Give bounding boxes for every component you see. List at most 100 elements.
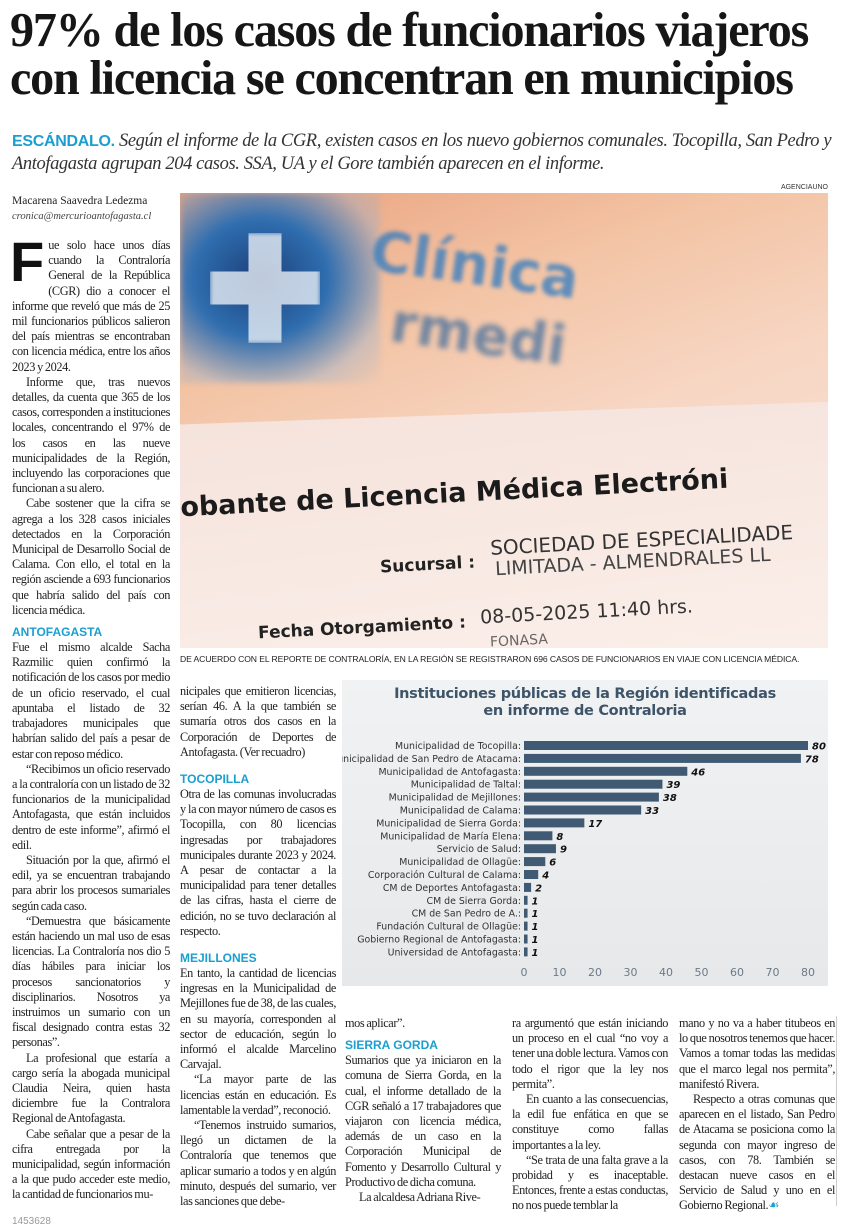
x-tick-label: 40 [659,966,673,979]
drop-cap: F [10,230,45,293]
paragraph: Informe que, tras nuevos detalles, da cu… [12,374,170,496]
photo-lettering: FONASA [489,631,549,648]
data-label: 1 [532,896,539,907]
category-label: Municipalidad de Ollagüe: [399,857,521,868]
paragraph: “Se trata de una falta grave a la probid… [512,1152,668,1213]
section-heading-tocopilla: TOCOPILLA [180,772,250,787]
x-tick-label: 50 [695,966,709,979]
section-heading-antofagasta: ANTOFAGASTA [12,625,103,640]
data-label: 1 [532,935,539,946]
category-label: Corporación Cultural de Calama: [368,870,521,881]
data-label: 33 [645,806,659,817]
category-label: Municipalidad de Mejillones: [389,793,521,804]
article-column-5: mano y no va a haber titubeos en lo que … [679,1016,835,1214]
paragraph: Situación por la que, afirmó el edil, ya… [12,852,170,913]
data-label: 9 [560,845,567,856]
section-heading-sierra-gorda: SIERRA GORDA [345,1038,438,1053]
category-label: Municipalidad de Tocopilla: [395,741,521,752]
byline-author: Macarena Saavedra Ledezma [12,195,148,207]
paragraph: Sumarios que ya iniciaron en la comuna d… [345,1053,501,1189]
paragraph: ue solo hace unos días cuando la Contral… [12,238,170,374]
end-mark-icon: ☙ [768,1198,779,1213]
paragraph: mos aplicar”. [345,1016,405,1030]
paragraph: La profesional que estaría a cargo sería… [12,1050,170,1126]
chart-title-line-1: Instituciones públicas de la Región iden… [394,686,776,702]
bar [524,934,528,944]
data-label: 46 [690,767,705,778]
article-column-4: ra argumentó que están iniciando un proc… [512,1016,668,1214]
data-label: 80 [812,742,826,753]
paragraph: Respecto a otras comunas que aparecen en… [679,1092,835,1214]
data-label: 6 [549,858,556,869]
x-tick-label: 60 [730,966,744,979]
bar-chart: Instituciones públicas de la Región iden… [342,680,828,986]
article-photo: Clínica rmedi obante de Licencia Médica … [180,193,828,648]
paragraph: Cabe señalar que a pesar de la cifra ent… [12,1126,170,1202]
bar [524,741,808,750]
category-label: Municipalidad de Sierra Gorda: [376,818,521,829]
section-heading-mejillones: MEJILLONES [180,951,257,966]
paragraph: Otra de las comunas involucradas y la co… [180,787,336,938]
byline-email[interactable]: cronica@mercurioantofagasta.cl [12,211,152,222]
paragraph: nicipales que emitieron licencias, sería… [180,684,336,759]
category-label: Municipalidad de Calama: [400,806,521,817]
bar [524,870,539,879]
data-label: 17 [588,819,602,830]
bar [524,882,532,892]
data-label: 1 [532,922,539,933]
chart-plot: Municipalidad de Tocopilla: 80 Municipalid… [342,741,826,979]
bar [524,844,556,854]
paragraph: ra argumentó que están iniciando un proc… [512,1016,668,1091]
paragraph: La alcaldesa Adriana Rive- [359,1190,481,1205]
data-label: 78 [805,754,819,765]
deck: ESCÁNDALO. Según el informe de la CGR, e… [12,130,832,175]
category-label: Municipalidad de San Pedro de Atacama: [342,754,521,765]
category-label: CM de Deportes Antofagasta: [383,883,521,894]
x-tick-label: 10 [553,966,567,979]
chart-title-line-2: en informe de Contraloria [483,703,687,719]
category-label: Municipalidad de Antofagasta: [378,767,521,778]
article-column-3: mos aplicar”. SIERRA GORDA Sumarios que … [345,1016,501,1205]
data-label: 1 [532,948,539,959]
x-tick-label: 70 [766,966,780,979]
bar [524,921,528,931]
paragraph: “La mayor parte de las licencias están e… [180,1072,336,1117]
category-label: Fundación Cultural de Ollagüe: [376,922,521,933]
paragraph: “Tenemos instruido sumarios, llegó un di… [180,1118,336,1209]
page-id: 1453628 [12,1216,51,1227]
x-tick-label: 30 [624,966,638,979]
category-label: CM de Sierra Gorda: [427,896,521,907]
paragraph: Cabe sostener que la cifra se agrega a l… [12,496,170,617]
headline: 97% de los casos de funcionarios viajero… [10,2,840,105]
bar [524,792,659,802]
data-label: 39 [666,780,680,791]
category-label: Municipalidad de María Elena: [380,831,521,842]
bar [524,766,688,776]
bar [524,908,528,918]
headline-line-1: 97% de los casos de funcionarios viajero… [10,2,809,57]
category-label: CM de San Pedro de A.: [412,909,521,920]
photo-caption: DE ACUERDO CON EL REPORTE DE CONTRALORÍA… [180,654,800,664]
headline-line-2: con licencia se concentran en municipios [10,50,794,105]
x-tick-label: 20 [588,966,602,979]
paragraph: “Demuestra que básicamente están haciend… [12,913,170,1050]
bar [524,857,546,867]
data-label: 2 [535,883,542,894]
paragraph: En cuanto a las consecuencias, la edil f… [512,1092,668,1152]
x-tick-label: 80 [801,966,815,979]
photo-credit: AGENCIAUNO [780,184,828,191]
data-label: 1 [532,909,539,920]
bar [524,779,663,789]
category-label: Municipalidad de Taltal: [411,780,521,791]
bar [524,818,585,828]
bar [524,805,642,815]
paragraph: mano y no va a haber titubeos en lo que … [679,1016,835,1091]
category-label: Universidad de Antofagasta: [388,947,521,958]
article-column-2: nicipales que emitieron licencias, sería… [180,684,336,1209]
bar [524,895,528,905]
x-tick-label: 0 [521,966,528,979]
column-rule [836,1016,837,1206]
category-label: Servicio de Salud: [437,844,521,855]
article-column-1: F ue solo hace unos días cuando la Contr… [10,230,170,1203]
bar [524,831,553,841]
